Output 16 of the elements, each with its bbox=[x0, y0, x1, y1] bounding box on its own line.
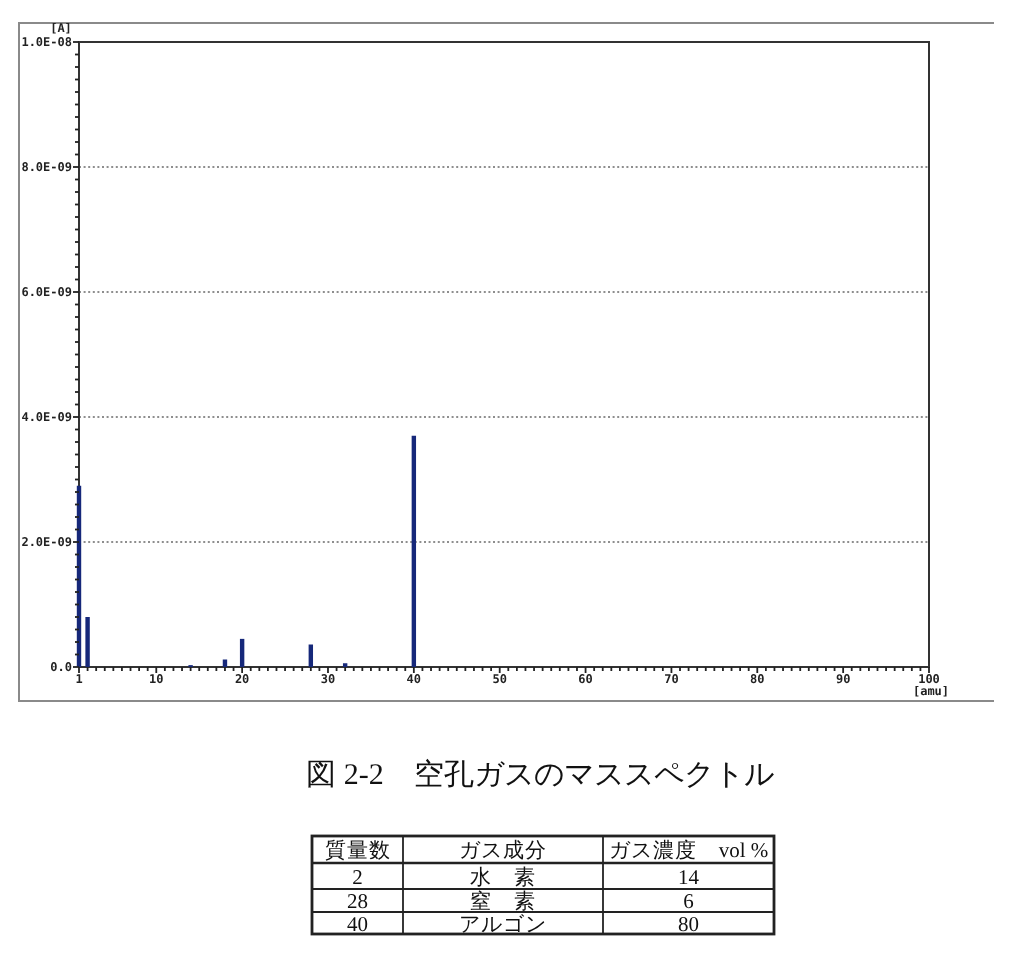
text: アルゴン bbox=[459, 912, 547, 937]
text: 80 bbox=[678, 914, 699, 937]
text: 28 bbox=[347, 892, 368, 915]
text: 図 2-2 空孔ガスのマススペクトル bbox=[306, 758, 774, 792]
text: 6 bbox=[683, 892, 694, 915]
category-label: 質量数 bbox=[324, 837, 391, 864]
category-label: ガス成分 bbox=[459, 837, 547, 864]
text: 2 bbox=[352, 867, 363, 890]
bar bbox=[239, 638, 245, 667]
text: 40 bbox=[347, 914, 368, 937]
text: 水 素 bbox=[470, 863, 536, 890]
bar bbox=[411, 435, 417, 667]
text: 14 bbox=[678, 867, 701, 890]
category-label: ガス濃度 vol % bbox=[608, 837, 769, 864]
bar bbox=[85, 617, 90, 667]
text: 窒 素 bbox=[470, 888, 536, 915]
